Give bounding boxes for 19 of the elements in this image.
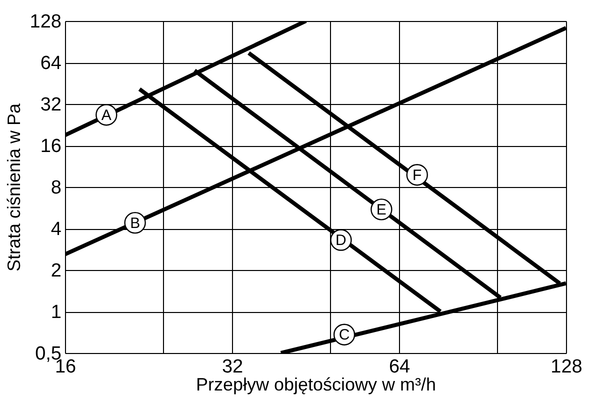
y-tick-label: 128: [30, 12, 62, 32]
y-tick-label: 16: [40, 136, 62, 157]
y-tick-label: 64: [40, 53, 62, 74]
annotation: D: [336, 232, 347, 250]
x-tick-label: 32: [222, 356, 244, 378]
x-tick-label: 64: [388, 356, 410, 378]
y-tick-label: 8: [50, 178, 62, 198]
x-tick-label: 128: [550, 356, 582, 378]
annotation: B: [130, 214, 140, 232]
y-tick-label: 2: [50, 260, 62, 282]
y-tick-label: 1: [50, 302, 62, 323]
y-tick-label: 4: [50, 219, 62, 240]
x-axis-title: Przepływ objętościowy w m³/h: [196, 374, 436, 394]
y-axis-title: Strata ciśnienia w Pa: [4, 102, 24, 272]
annotation: A: [101, 106, 112, 124]
annotation: F: [412, 166, 422, 184]
y-tick-label: 32: [40, 94, 62, 116]
annotation: C: [338, 326, 350, 344]
annotation: E: [376, 201, 386, 218]
